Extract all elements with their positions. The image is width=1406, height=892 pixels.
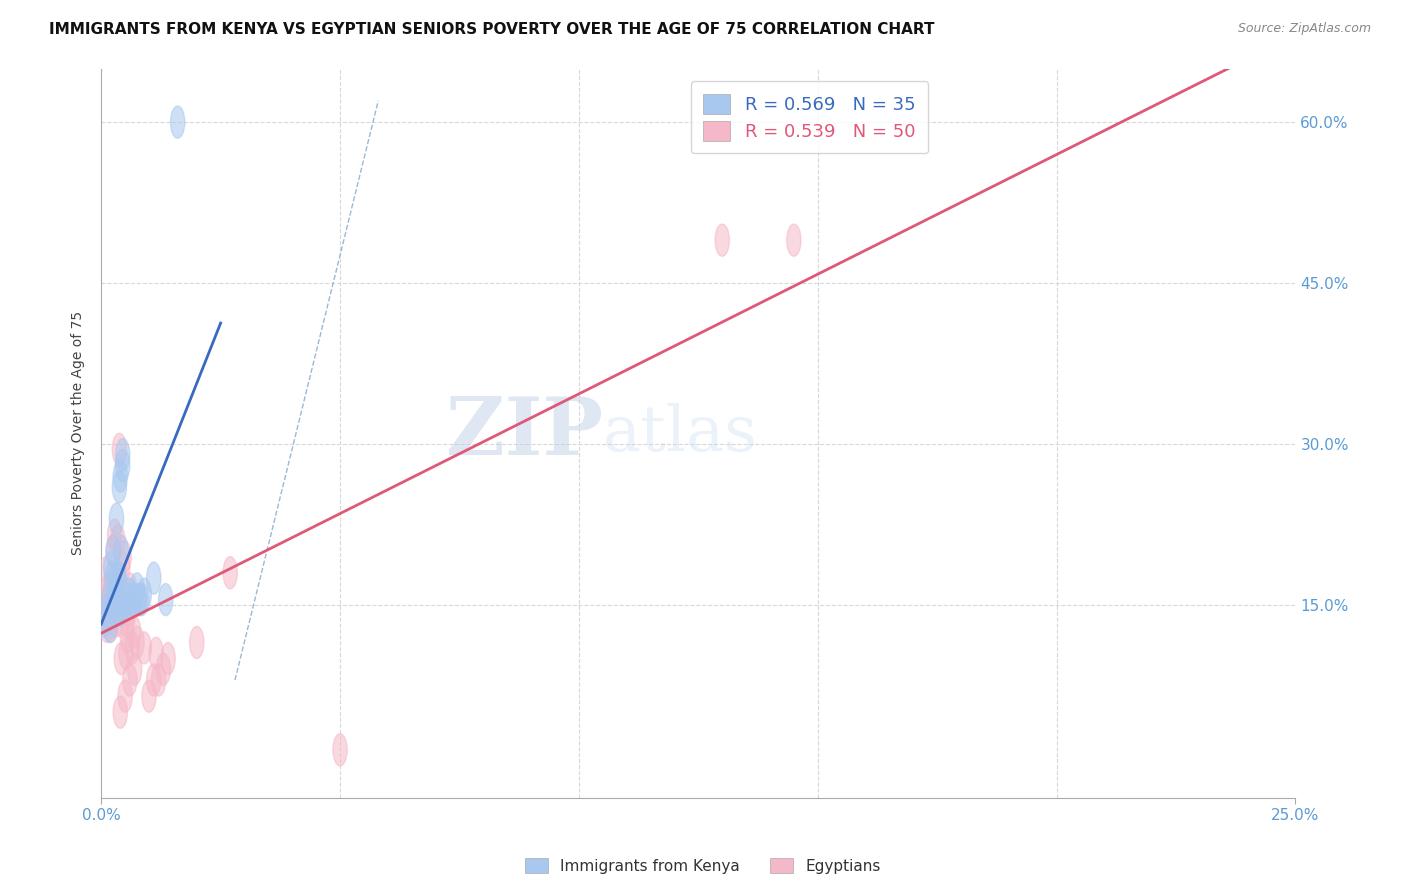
Ellipse shape (114, 642, 128, 674)
Ellipse shape (107, 519, 122, 551)
Ellipse shape (122, 594, 136, 626)
Ellipse shape (129, 573, 145, 605)
Ellipse shape (105, 583, 121, 615)
Ellipse shape (716, 224, 730, 256)
Ellipse shape (135, 583, 149, 615)
Ellipse shape (146, 562, 160, 594)
Ellipse shape (115, 450, 129, 482)
Ellipse shape (104, 573, 118, 605)
Text: IMMIGRANTS FROM KENYA VS EGYPTIAN SENIORS POVERTY OVER THE AGE OF 75 CORRELATION: IMMIGRANTS FROM KENYA VS EGYPTIAN SENIOR… (49, 22, 935, 37)
Ellipse shape (108, 583, 122, 615)
Ellipse shape (100, 610, 114, 642)
Ellipse shape (108, 594, 122, 626)
Ellipse shape (98, 605, 112, 637)
Ellipse shape (115, 594, 129, 626)
Ellipse shape (156, 653, 170, 685)
Ellipse shape (101, 573, 115, 605)
Ellipse shape (110, 503, 124, 535)
Ellipse shape (100, 594, 114, 626)
Ellipse shape (111, 524, 125, 557)
Ellipse shape (118, 578, 132, 610)
Ellipse shape (122, 578, 136, 610)
Ellipse shape (108, 605, 122, 637)
Ellipse shape (101, 594, 115, 626)
Ellipse shape (111, 562, 125, 594)
Ellipse shape (122, 664, 136, 696)
Ellipse shape (114, 589, 128, 621)
Ellipse shape (111, 562, 125, 594)
Ellipse shape (128, 653, 142, 685)
Ellipse shape (121, 605, 135, 637)
Ellipse shape (101, 583, 115, 615)
Ellipse shape (105, 535, 121, 567)
Ellipse shape (146, 664, 160, 696)
Ellipse shape (114, 535, 128, 567)
Ellipse shape (132, 583, 146, 615)
Ellipse shape (333, 734, 347, 766)
Ellipse shape (120, 637, 134, 669)
Text: atlas: atlas (603, 403, 758, 464)
Ellipse shape (117, 541, 131, 573)
Ellipse shape (105, 535, 121, 567)
Ellipse shape (104, 551, 118, 583)
Legend: Immigrants from Kenya, Egyptians: Immigrants from Kenya, Egyptians (519, 852, 887, 880)
Ellipse shape (136, 632, 152, 664)
Ellipse shape (114, 605, 128, 637)
Ellipse shape (104, 583, 120, 615)
Ellipse shape (190, 626, 204, 658)
Ellipse shape (103, 610, 117, 642)
Ellipse shape (110, 567, 124, 599)
Ellipse shape (125, 583, 139, 615)
Ellipse shape (142, 680, 156, 712)
Ellipse shape (118, 589, 132, 621)
Ellipse shape (125, 632, 139, 664)
Ellipse shape (108, 578, 122, 610)
Ellipse shape (104, 610, 118, 642)
Ellipse shape (129, 626, 145, 658)
Ellipse shape (112, 434, 127, 466)
Text: ZIP: ZIP (446, 394, 603, 472)
Ellipse shape (132, 583, 146, 615)
Ellipse shape (152, 664, 166, 696)
Ellipse shape (224, 557, 238, 589)
Ellipse shape (97, 599, 111, 632)
Y-axis label: Seniors Poverty Over the Age of 75: Seniors Poverty Over the Age of 75 (72, 311, 86, 556)
Ellipse shape (128, 583, 142, 615)
Ellipse shape (159, 583, 173, 615)
Ellipse shape (115, 439, 129, 471)
Ellipse shape (787, 224, 801, 256)
Ellipse shape (112, 696, 128, 729)
Ellipse shape (104, 562, 120, 594)
Ellipse shape (122, 573, 136, 605)
Ellipse shape (98, 594, 112, 626)
Ellipse shape (118, 680, 132, 712)
Legend: R = 0.569   N = 35, R = 0.539   N = 50: R = 0.569 N = 35, R = 0.539 N = 50 (690, 81, 928, 153)
Ellipse shape (103, 578, 117, 610)
Ellipse shape (105, 578, 121, 610)
Ellipse shape (98, 557, 112, 589)
Ellipse shape (115, 551, 129, 583)
Ellipse shape (160, 642, 176, 674)
Ellipse shape (170, 106, 184, 138)
Ellipse shape (107, 562, 122, 594)
Ellipse shape (112, 471, 127, 503)
Ellipse shape (136, 578, 152, 610)
Ellipse shape (112, 460, 128, 492)
Ellipse shape (112, 594, 128, 626)
Ellipse shape (111, 583, 125, 615)
Ellipse shape (121, 583, 135, 615)
Text: Source: ZipAtlas.com: Source: ZipAtlas.com (1237, 22, 1371, 36)
Ellipse shape (149, 637, 163, 669)
Ellipse shape (121, 621, 135, 653)
Ellipse shape (112, 562, 127, 594)
Ellipse shape (104, 594, 120, 626)
Ellipse shape (127, 615, 141, 648)
